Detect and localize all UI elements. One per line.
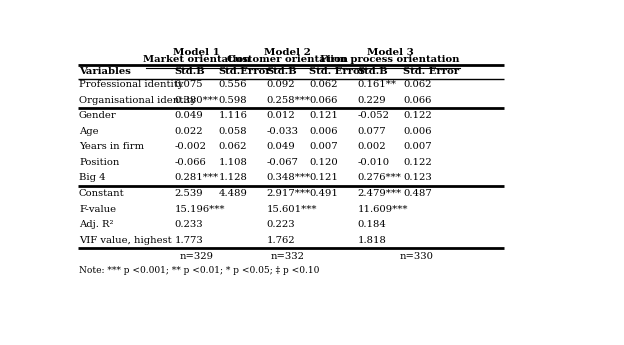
Text: 0.075: 0.075 — [175, 80, 203, 89]
Text: 1.108: 1.108 — [218, 158, 247, 167]
Text: Adj. R²: Adj. R² — [79, 220, 114, 229]
Text: Organisational identity: Organisational identity — [79, 96, 196, 105]
Text: 0.556: 0.556 — [218, 80, 246, 89]
Text: Customer orientation: Customer orientation — [227, 56, 348, 65]
Text: 11.609***: 11.609*** — [358, 205, 408, 214]
Text: 0.006: 0.006 — [309, 127, 338, 136]
Text: Years in firm: Years in firm — [79, 142, 144, 151]
Text: Variables: Variables — [79, 68, 131, 77]
Text: 0.062: 0.062 — [403, 80, 431, 89]
Text: 0.049: 0.049 — [175, 111, 203, 120]
Text: Model 3: Model 3 — [366, 48, 413, 57]
Text: 0.348***: 0.348*** — [266, 174, 311, 183]
Text: Model 1: Model 1 — [173, 48, 220, 57]
Text: 1.116: 1.116 — [218, 111, 247, 120]
Text: 15.601***: 15.601*** — [266, 205, 317, 214]
Text: Constant: Constant — [79, 189, 125, 198]
Text: 2.539: 2.539 — [175, 189, 203, 198]
Text: 0.058: 0.058 — [218, 127, 247, 136]
Text: 2.479***: 2.479*** — [358, 189, 402, 198]
Text: 0.006: 0.006 — [403, 127, 431, 136]
Text: Market orientation: Market orientation — [143, 56, 250, 65]
Text: -0.033: -0.033 — [266, 127, 299, 136]
Text: 0.121: 0.121 — [309, 174, 338, 183]
Text: -0.052: -0.052 — [358, 111, 389, 120]
Text: 0.122: 0.122 — [403, 158, 432, 167]
Text: 1.773: 1.773 — [175, 236, 203, 245]
Text: Firm process orientation: Firm process orientation — [320, 56, 460, 65]
Text: 0.007: 0.007 — [403, 142, 432, 151]
Text: Std.B: Std.B — [175, 68, 205, 77]
Text: 1.818: 1.818 — [358, 236, 386, 245]
Text: 0.233: 0.233 — [175, 220, 203, 229]
Text: Model 2: Model 2 — [265, 48, 311, 57]
Text: Std. Error: Std. Error — [309, 68, 365, 77]
Text: -0.002: -0.002 — [175, 142, 207, 151]
Text: Std.Error: Std.Error — [218, 68, 271, 77]
Text: 0.598: 0.598 — [218, 96, 247, 105]
Text: VIF value, highest: VIF value, highest — [79, 236, 172, 245]
Text: 0.066: 0.066 — [309, 96, 338, 105]
Text: Std. Error: Std. Error — [403, 68, 459, 77]
Text: 0.049: 0.049 — [266, 142, 295, 151]
Text: -0.066: -0.066 — [175, 158, 207, 167]
Text: Note: *** p <0.001; ** p <0.01; * p <0.05; ‡ p <0.10: Note: *** p <0.001; ** p <0.01; * p <0.0… — [79, 266, 319, 275]
Text: 0.258***: 0.258*** — [266, 96, 311, 105]
Text: -0.067: -0.067 — [266, 158, 298, 167]
Text: 0.491: 0.491 — [309, 189, 338, 198]
Text: 1.762: 1.762 — [266, 236, 295, 245]
Text: 0.022: 0.022 — [175, 127, 203, 136]
Text: 0.092: 0.092 — [266, 80, 295, 89]
Text: 0.487: 0.487 — [403, 189, 432, 198]
Text: n=329: n=329 — [180, 253, 213, 262]
Text: Std.B: Std.B — [358, 68, 388, 77]
Text: 0.002: 0.002 — [358, 142, 386, 151]
Text: 0.223: 0.223 — [266, 220, 295, 229]
Text: 0.276***: 0.276*** — [358, 174, 401, 183]
Text: F-value: F-value — [79, 205, 116, 214]
Text: Std.B: Std.B — [266, 68, 297, 77]
Text: Professional identity: Professional identity — [79, 80, 183, 89]
Text: 0.281***: 0.281*** — [175, 174, 219, 183]
Text: 15.196***: 15.196*** — [175, 205, 225, 214]
Text: 0.012: 0.012 — [266, 111, 295, 120]
Text: 0.380***: 0.380*** — [175, 96, 219, 105]
Text: 0.066: 0.066 — [403, 96, 431, 105]
Text: 0.184: 0.184 — [358, 220, 386, 229]
Text: Gender: Gender — [79, 111, 117, 120]
Text: 0.120: 0.120 — [309, 158, 338, 167]
Text: 0.007: 0.007 — [309, 142, 338, 151]
Text: 1.128: 1.128 — [218, 174, 247, 183]
Text: 0.123: 0.123 — [403, 174, 432, 183]
Text: n=330: n=330 — [399, 253, 434, 262]
Text: Age: Age — [79, 127, 99, 136]
Text: 0.122: 0.122 — [403, 111, 432, 120]
Text: Big 4: Big 4 — [79, 174, 105, 183]
Text: n=332: n=332 — [271, 253, 305, 262]
Text: 0.121: 0.121 — [309, 111, 338, 120]
Text: Position: Position — [79, 158, 119, 167]
Text: 0.062: 0.062 — [309, 80, 338, 89]
Text: 0.229: 0.229 — [358, 96, 386, 105]
Text: 0.062: 0.062 — [218, 142, 246, 151]
Text: -0.010: -0.010 — [358, 158, 389, 167]
Text: 0.161**: 0.161** — [358, 80, 396, 89]
Text: 2.917***: 2.917*** — [266, 189, 311, 198]
Text: 0.077: 0.077 — [358, 127, 386, 136]
Text: 4.489: 4.489 — [218, 189, 247, 198]
